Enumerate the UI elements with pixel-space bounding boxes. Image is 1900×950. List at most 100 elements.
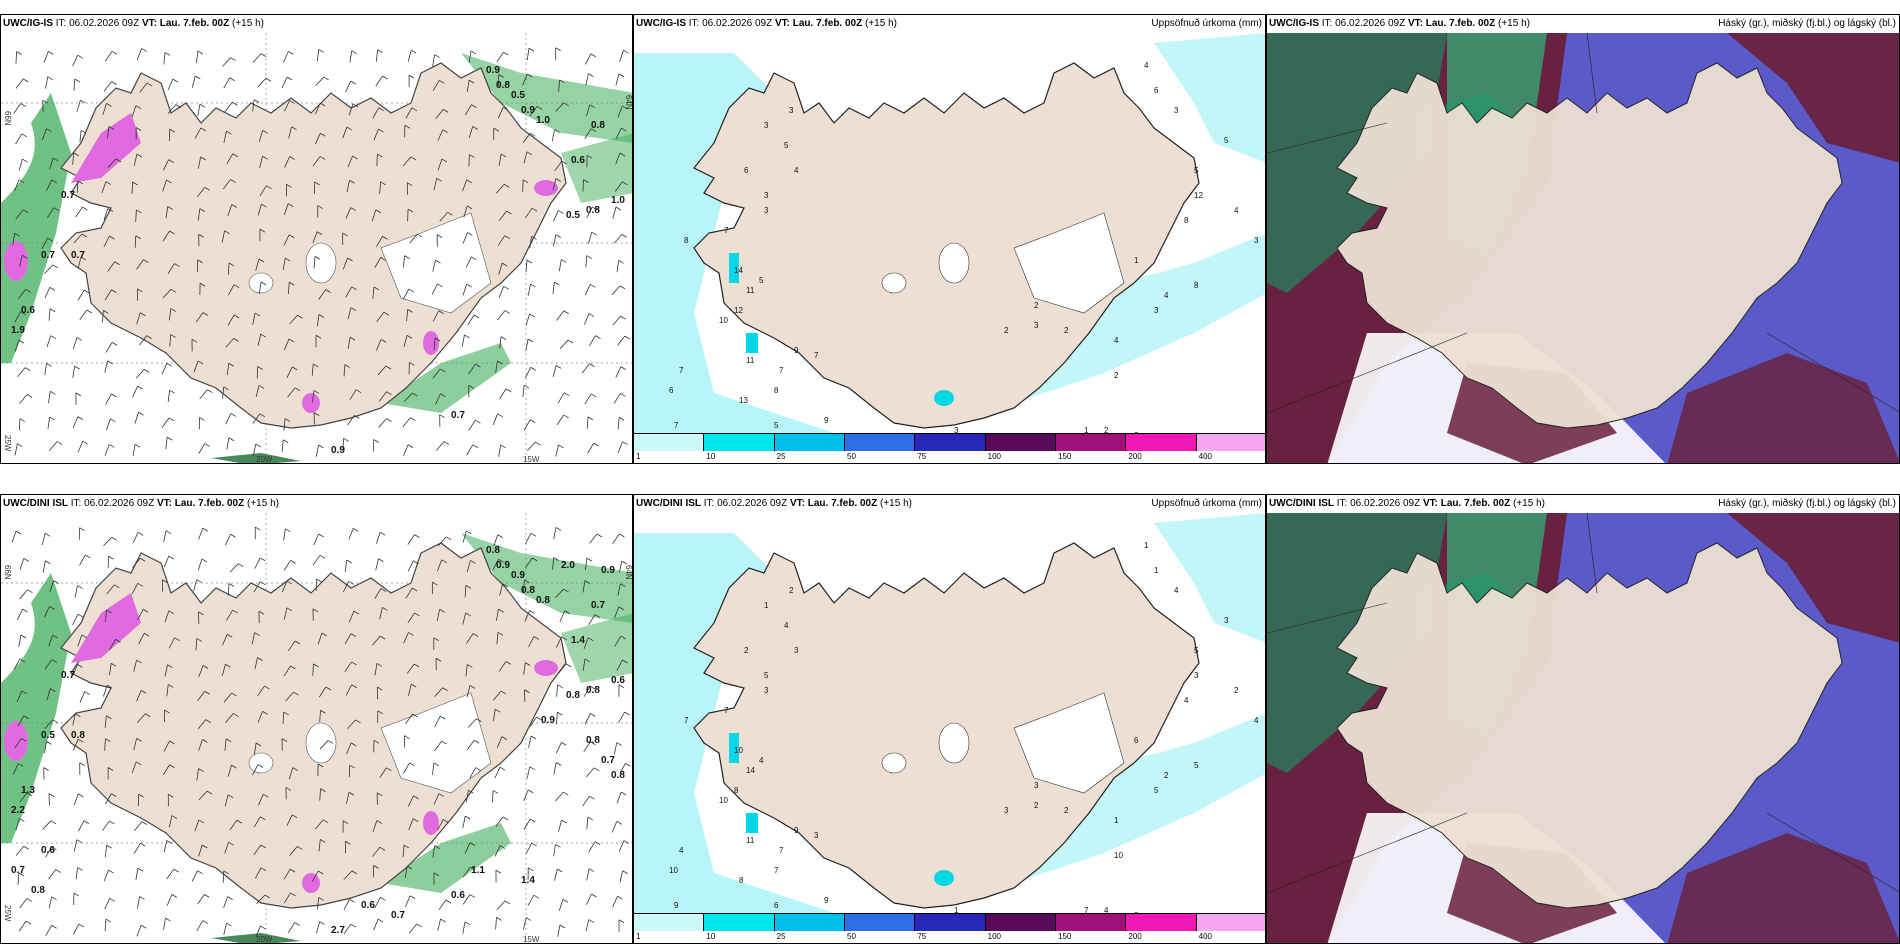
precip-label: 1 [1154, 566, 1159, 575]
precip-label: 3 [1194, 671, 1199, 680]
precip-label: 13 [739, 396, 748, 405]
precip-label: 10 [669, 866, 678, 875]
precip-label: 5 [1224, 136, 1229, 145]
contour-label: 0.8 [521, 585, 535, 596]
contour-label: 1.0 [536, 115, 550, 126]
contour-label: 1.1 [471, 865, 485, 876]
precip-label: 1 [764, 601, 769, 610]
precip-label: 3 [814, 831, 819, 840]
precip-legend: 1 10 25 50 75 100 150 200 400 [634, 433, 1265, 461]
precip-label: 10 [719, 796, 728, 805]
legend-tick-label: 100 [987, 932, 1002, 941]
precip-label: 5 [784, 141, 789, 150]
legend-tick-label: 100 [987, 452, 1002, 461]
precip-label: 8 [739, 876, 744, 885]
legend-tick-label: 150 [1058, 452, 1072, 461]
legend-swatch [915, 434, 986, 451]
contour-label: 0.8 [586, 685, 600, 696]
contour-label: 0.8 [586, 735, 600, 746]
contour-label: 0.7 [591, 600, 605, 611]
legend-tick-label: 400 [1198, 932, 1213, 941]
precip-label: 3 [1174, 106, 1179, 115]
legend-tick-label: 10 [706, 452, 716, 461]
cloud-title: Háský (gr.), miðský (fj.bl.) og lágský (… [1718, 498, 1896, 509]
precip-label: 11 [746, 356, 755, 365]
lat-label-64n: 64N [624, 565, 633, 580]
precip-cells [729, 253, 954, 406]
precip-label: 10 [734, 746, 743, 755]
precip-label: 11 [746, 836, 755, 845]
precip-label: 6 [1134, 736, 1139, 745]
precip-label: 8 [774, 386, 779, 395]
contour-label: 0.9 [331, 445, 345, 456]
lat-label-25w: 25W [3, 435, 12, 452]
contour-labels: 0.80.90.90.80.8 0.71.40.8 0.80.60.60.70.51… [11, 545, 625, 936]
contour-label: 1.4 [571, 635, 585, 646]
legend-swatch [774, 914, 845, 931]
precip-label: 7 [679, 366, 684, 375]
contour-label: 2.7 [331, 925, 345, 936]
legend-swatch [1056, 434, 1127, 451]
precip-label: 3 [1034, 321, 1039, 330]
precip-label: 4 [1234, 206, 1239, 215]
glacier-patches [881, 692, 1125, 794]
precip-label: 7 [779, 846, 784, 855]
precip-label: 7 [724, 226, 729, 235]
precip-label: 8 [1194, 281, 1199, 290]
precip-label: 7 [814, 351, 819, 360]
precip-label: 3 [794, 646, 799, 655]
precip-label: 6 [669, 386, 674, 395]
wind-barbs [12, 47, 631, 457]
precip-label: 3 [764, 191, 769, 200]
precip-label: 7 [674, 421, 679, 430]
wind-barbs [11, 526, 631, 938]
contour-label: 0.6 [611, 675, 625, 686]
glacier-patches [248, 692, 492, 794]
glacier-patches [881, 212, 1125, 314]
precip-label: 1 [1144, 541, 1149, 550]
precip-label: 9 [794, 826, 799, 835]
precip-label: 4 [679, 846, 684, 855]
precip-label: 7 [779, 366, 784, 375]
legend-tick-label: 200 [1128, 452, 1142, 461]
precip-label: 3 [764, 686, 769, 695]
contour-label: 0.8 [496, 80, 510, 91]
contour-label: 0.7 [391, 910, 405, 921]
precip-label: 2 [1164, 771, 1169, 780]
precip-shading [1, 53, 632, 463]
precip-label: 11 [746, 286, 755, 295]
panel-header: UWC/DINI ISL IT: 06.02.2026 09Z VT: Lau.… [1269, 498, 1545, 509]
precip-legend: 1 10 25 50 75 100 150 200 400 [634, 913, 1265, 941]
precip-title: Uppsöfnuð úrkoma (mm) [1151, 18, 1262, 29]
precip-label: 5 [759, 276, 764, 285]
precip-label: 5 [1194, 761, 1199, 770]
precip-label: 3 [764, 206, 769, 215]
precip-label: 6 [744, 166, 749, 175]
contour-label: 0.8 [566, 690, 580, 701]
grid-lines [1267, 513, 1899, 894]
contour-labels: 0.90.80.50.91.0 0.80.60.5 0.81.00.70.70.70… [11, 65, 625, 456]
panel-row1-precip: UWC/IG-IS IT: 06.02.2026 09Z VT: Lau. 7.… [633, 14, 1266, 464]
legend-swatch [704, 434, 775, 451]
legend-swatch [1196, 434, 1265, 451]
precip-label: 1 [954, 906, 959, 915]
grid-lines [1267, 33, 1899, 414]
contour-label: 0.8 [591, 120, 605, 131]
precip-label: 4 [1254, 716, 1259, 725]
panel-row2-cloud: UWC/DINI ISL IT: 06.02.2026 09Z VT: Lau.… [1266, 494, 1900, 944]
cloud-map [1267, 513, 1899, 943]
heavy-precip [4, 113, 558, 413]
precip-label: 5 [764, 671, 769, 680]
contour-label: 0.9 [511, 570, 525, 581]
legend-tick-label: 200 [1128, 932, 1142, 941]
iceland-landmass [1336, 542, 1843, 909]
legend-swatch [845, 434, 916, 451]
precip-label: 3 [1034, 781, 1039, 790]
legend-swatch [774, 434, 845, 451]
legend-tick-label: 25 [776, 932, 786, 941]
legend-swatch [634, 914, 705, 931]
legend-swatch [1126, 434, 1197, 451]
contour-label: 0.7 [11, 865, 25, 876]
panel-header: UWC/IG-IS IT: 06.02.2026 09Z VT: Lau. 7.… [1269, 18, 1530, 29]
legend-tick-label: 400 [1198, 452, 1213, 461]
